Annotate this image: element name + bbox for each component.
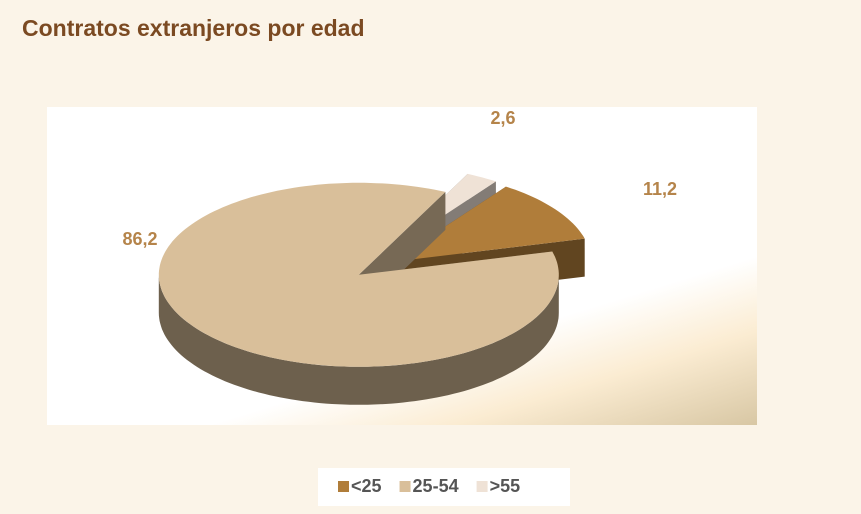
legend-swatch	[338, 481, 349, 492]
legend-label: <25	[351, 476, 382, 496]
legend-label: 25-54	[413, 476, 459, 496]
legend-label: >55	[490, 476, 521, 496]
legend: <25 25-54 >55	[338, 476, 520, 496]
data-label: 2,6	[490, 108, 515, 128]
legend-swatch	[476, 481, 488, 492]
pie: 11,2 86,2 2,6	[122, 108, 677, 405]
slice-top	[391, 186, 585, 262]
legend-box	[318, 468, 570, 506]
chart-title: Contratos extranjeros por edad	[22, 15, 365, 41]
legend-swatch	[399, 481, 411, 492]
data-label: 11,2	[643, 179, 677, 199]
data-label: 86,2	[122, 229, 157, 249]
pie-slice	[158, 182, 559, 405]
slice-top	[158, 182, 559, 367]
slice-wall	[158, 274, 559, 405]
